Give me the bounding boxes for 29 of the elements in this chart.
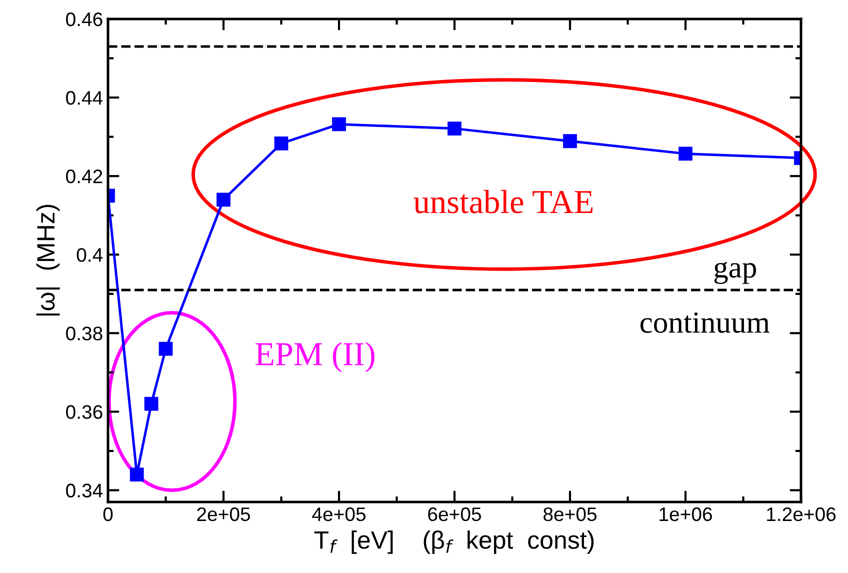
- point: [144, 396, 158, 411]
- point: [274, 136, 288, 150]
- x-tick-label: 4e+05: [312, 507, 366, 522]
- point: [448, 122, 462, 136]
- x-tick-label: 1e+06: [660, 507, 712, 522]
- point: [158, 342, 173, 356]
- annotation: gap: [714, 262, 756, 284]
- point: [678, 146, 692, 161]
- y-tick-label: 0.36: [66, 405, 102, 419]
- y-axis-title: |ω| (MHz): [36, 204, 60, 316]
- y-tick-label: 0.4: [76, 248, 103, 262]
- x-tick-label: 0: [103, 507, 113, 522]
- point: [332, 117, 346, 132]
- x-tick-label: 8e+05: [544, 507, 596, 522]
- y-tick-label: 0.44: [66, 91, 103, 105]
- x-axis-title: T$_{f}$ [eV] (β$_{f}$ kept const): [314, 530, 594, 554]
- x-tick-label: 1.2e+06: [767, 507, 836, 522]
- x-tick-label: 6e+05: [428, 507, 481, 522]
- point: [130, 468, 144, 482]
- x-tick-label: 2e+05: [197, 507, 250, 522]
- y-tick-label: 0.38: [66, 326, 102, 340]
- point: [563, 134, 577, 148]
- annotation: continuum: [640, 312, 770, 333]
- y-tick-label: 0.46: [66, 12, 102, 26]
- annotation: EPM (II): [256, 342, 374, 372]
- point: [216, 192, 230, 207]
- annotation: unstable TAE: [414, 190, 593, 214]
- y-tick-label: 0.34: [66, 484, 103, 498]
- y-tick-label: 0.42: [66, 170, 102, 184]
